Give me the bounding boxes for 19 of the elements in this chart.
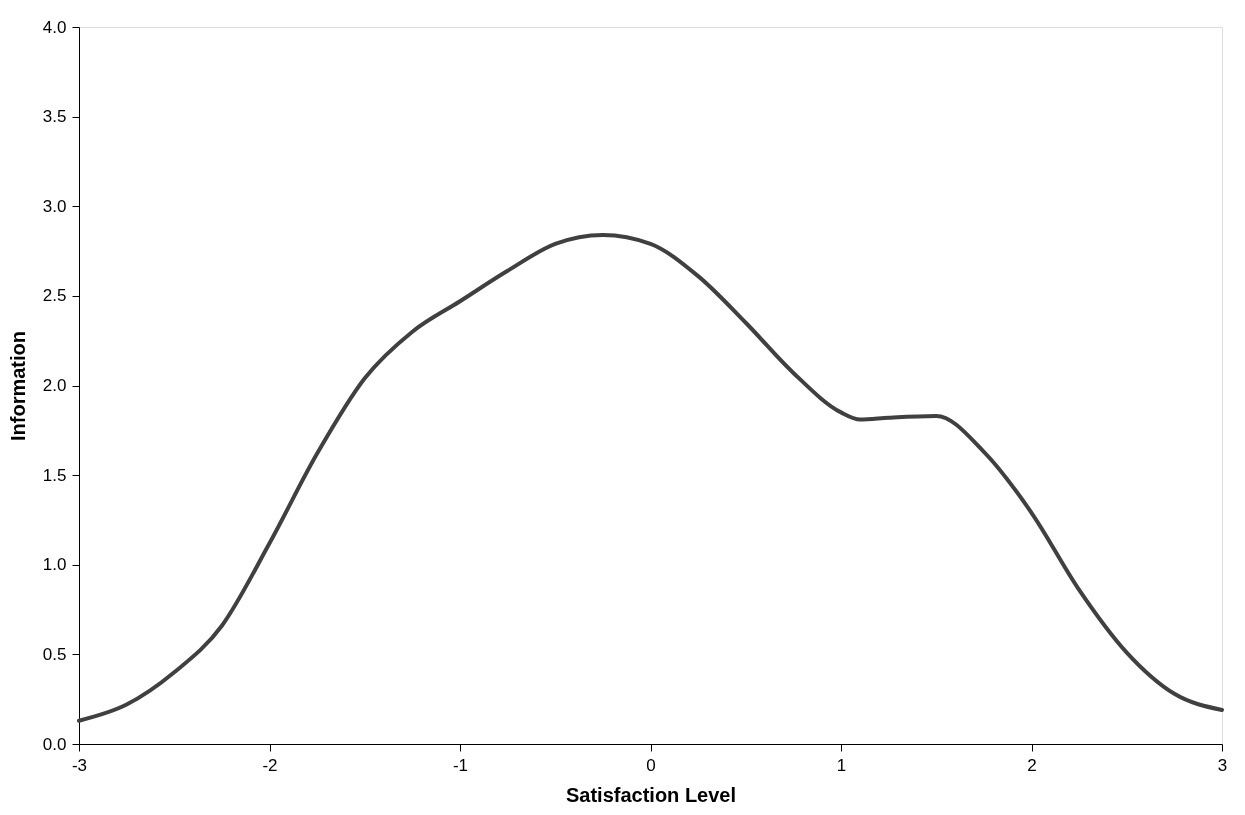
x-tick-label: -2 bbox=[262, 755, 278, 775]
x-tick-label: 2 bbox=[1027, 755, 1037, 775]
x-axis-title: Satisfaction Level bbox=[565, 783, 737, 806]
line-series bbox=[77, 232, 1224, 723]
y-tick-label: 3.5 bbox=[42, 107, 67, 127]
y-tick-label: 1.5 bbox=[42, 465, 67, 485]
x-tick-label: 0 bbox=[646, 755, 656, 775]
y-tick-label: 2.5 bbox=[42, 286, 67, 306]
y-tick-label: 0.0 bbox=[42, 734, 67, 754]
y-tick-label: 3.0 bbox=[42, 196, 67, 216]
y-tick-label: 4.0 bbox=[42, 17, 67, 37]
y-tick-label: 2.0 bbox=[42, 376, 67, 395]
x-tick-label: 1 bbox=[836, 755, 847, 775]
y-tick-label: 1.0 bbox=[42, 555, 67, 575]
y-tick-label: 0.5 bbox=[42, 644, 67, 664]
x-tick-label: -1 bbox=[452, 755, 469, 775]
y-axis-title: Information bbox=[6, 331, 29, 441]
x-tick-label: 3 bbox=[1217, 755, 1228, 775]
x-tick-label: -3 bbox=[71, 755, 88, 775]
